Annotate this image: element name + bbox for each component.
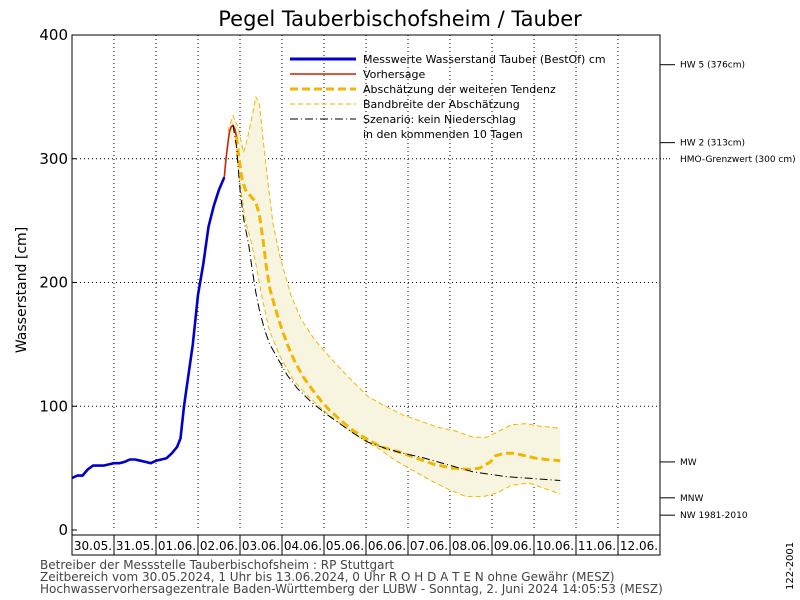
legend-label: Szenario: kein Niederschlag (363, 113, 516, 126)
ref-line-label: MW (680, 458, 697, 468)
ref-line-label: MNW (680, 494, 703, 504)
y-tick-label: 100 (39, 397, 68, 415)
legend-label: Bandbreite der Abschätzung (363, 98, 520, 111)
series-line (223, 124, 238, 178)
x-tick-label: 12.06. (620, 539, 658, 553)
series-line (71, 176, 226, 480)
y-axis-label: Wasserstand [cm] (14, 227, 30, 353)
x-tick-label: 01.06. (158, 539, 196, 553)
x-tick-label: 04.06. (284, 539, 322, 553)
x-tick-label: 31.05. (116, 539, 154, 553)
y-tick-label: 200 (39, 274, 68, 292)
x-tick-label: 02.06. (200, 539, 238, 553)
footer-operator: Betreiber der Messstelle Tauberbischofsh… (40, 558, 394, 572)
footer-source: Hochwasservorhersagezentrale Baden-Württ… (40, 582, 663, 596)
legend-label: Messwerte Wasserstand Tauber (BestOf) cm (363, 53, 606, 66)
y-tick-label: 0 (58, 521, 68, 539)
series-line (236, 152, 561, 498)
x-tick-label: 10.06. (536, 539, 574, 553)
x-tick-label: 11.06. (578, 539, 616, 553)
x-tick-label: 05.06. (326, 539, 364, 553)
ref-line-label: HW 2 (313cm) (680, 139, 745, 149)
range-band (227, 96, 561, 497)
series-line (232, 125, 561, 481)
legend-label: in den kommenden 10 Tagen (363, 128, 523, 141)
x-tick-label: 30.05. (74, 539, 112, 553)
y-ticks: 0 100 200 300 400 (39, 26, 77, 539)
series-line (235, 136, 561, 471)
legend-label: Vorhersage (363, 68, 425, 81)
chart-title: Pegel Tauberbischofsheim / Tauber (218, 7, 582, 31)
y-tick-label: 400 (39, 26, 68, 44)
x-tick-label: 09.06. (494, 539, 532, 553)
y-tick-label: 300 (39, 150, 68, 168)
ref-line-label: NW 1981-2010 (680, 511, 748, 521)
band-fill (227, 96, 561, 497)
reference-lines: HW 5 (376cm) HW 2 (313cm) HMO-Grenzwert (3… (660, 61, 796, 521)
series-layer (71, 96, 561, 498)
series-line (227, 96, 561, 438)
x-tick-label: 03.06. (242, 539, 280, 553)
footer-timerange: Zeitbereich vom 30.05.2024, 1 Uhr bis 13… (40, 570, 615, 584)
ref-line-label: HW 5 (376cm) (680, 61, 745, 71)
version-code: 122-2001 (785, 542, 796, 590)
legend: Messwerte Wasserstand Tauber (BestOf) cm… (290, 53, 606, 141)
x-tick-label: 08.06. (452, 539, 490, 553)
x-ticks: 30.05. 31.05. 01.06. 02.06. 03.06. 04.06. 05.0… (71, 535, 661, 555)
x-tick-label: 07.06. (410, 539, 448, 553)
ref-line-label: HMO-Grenzwert (300 cm) (680, 155, 796, 165)
legend-label: Abschätzung der weiteren Tendenz (363, 83, 556, 96)
x-tick-label: 06.06. (368, 539, 406, 553)
